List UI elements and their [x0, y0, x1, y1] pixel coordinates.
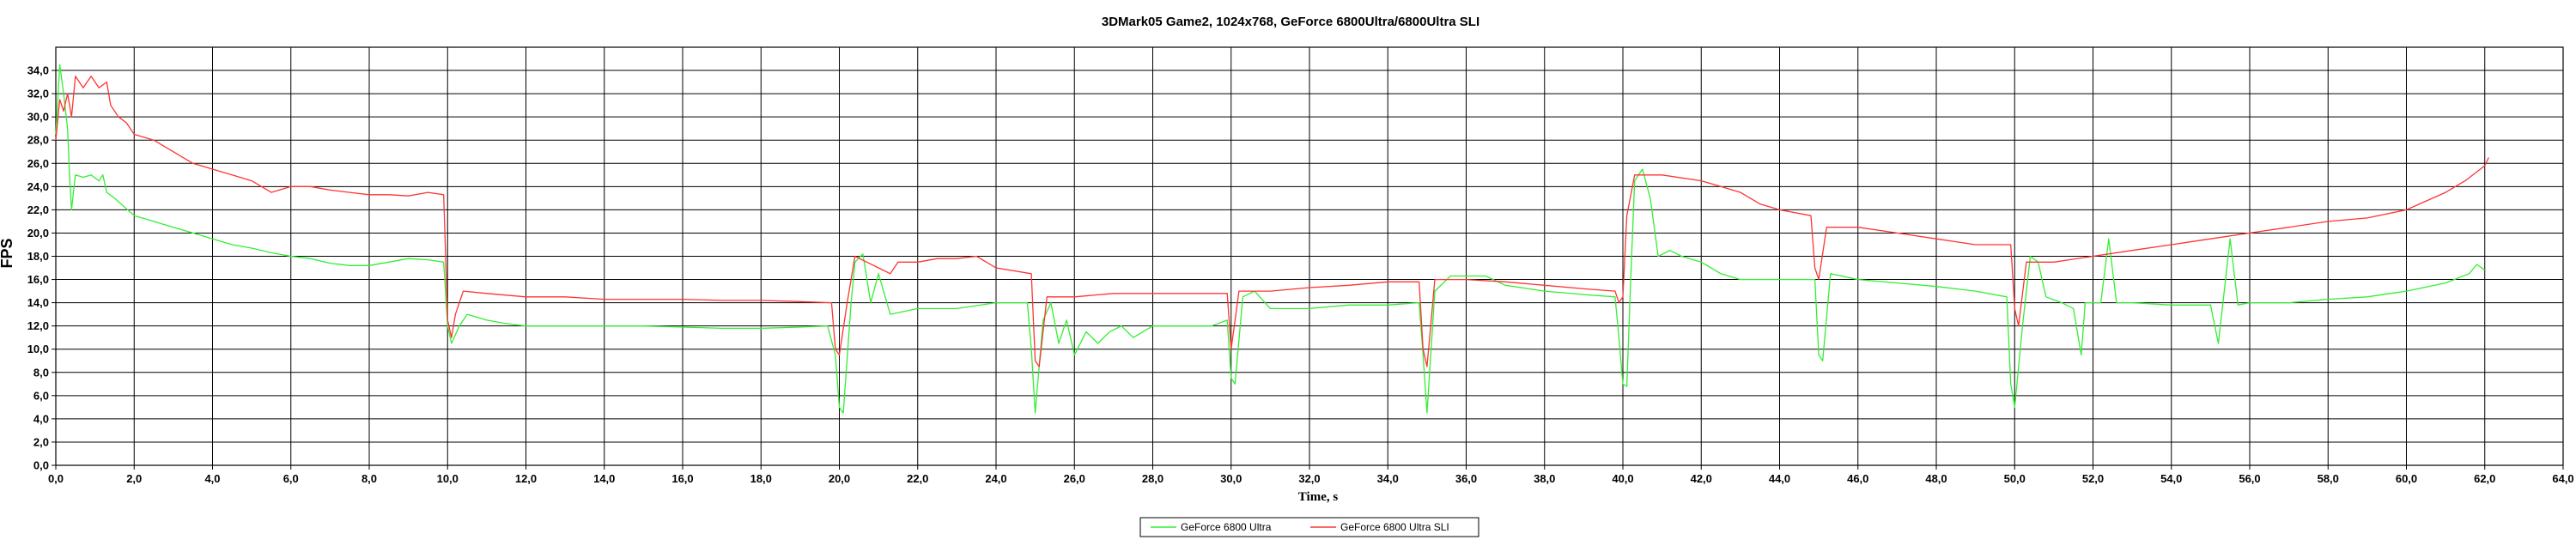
- y-tick-label: 26,0: [27, 157, 49, 170]
- x-tick-label: 38,0: [1534, 472, 1555, 485]
- legend-box: [1139, 517, 1479, 537]
- x-tick-label: 14,0: [593, 472, 615, 485]
- x-tick-label: 4,0: [204, 472, 220, 485]
- y-tick-label: 4,0: [33, 412, 49, 425]
- y-tick-label: 0,0: [33, 459, 49, 472]
- series-line-2: [55, 76, 2489, 367]
- y-tick-label: 6,0: [33, 389, 49, 402]
- y-tick-label: 24,0: [27, 180, 49, 193]
- x-tick-labels: 0,0 2,0 4,0 6,0 8,0 10,0 12,0 14,0 16,0 18,0 20,0 2…: [48, 472, 2574, 485]
- x-tick-label: 40,0: [1612, 472, 1633, 485]
- x-tick-label: 18,0: [750, 472, 772, 485]
- x-tick-label: 62,0: [2474, 472, 2495, 485]
- legend: GeForce 6800 Ultra GeForce 6800 Ultra SLI: [1139, 517, 1479, 537]
- x-tick-label: 54,0: [2160, 472, 2182, 485]
- x-tick-label: 52,0: [2082, 472, 2104, 485]
- x-tick-label: 12,0: [515, 472, 537, 485]
- legend-label-2: GeForce 6800 Ultra SLI: [1340, 521, 1449, 533]
- y-tick-label: 14,0: [27, 296, 49, 309]
- y-tick-label: 12,0: [27, 319, 49, 332]
- x-axis-label: Time, s: [1298, 490, 1339, 504]
- y-tick-label: 30,0: [27, 111, 49, 124]
- y-tick-label: 8,0: [33, 366, 49, 379]
- x-tick-label: 28,0: [1142, 472, 1163, 485]
- y-tick-label: 2,0: [33, 435, 49, 448]
- x-tick-label: 26,0: [1064, 472, 1085, 485]
- x-tick-label: 20,0: [829, 472, 850, 485]
- y-tick-label: 18,0: [27, 250, 49, 263]
- y-tick-label: 10,0: [27, 343, 49, 355]
- series-line-1: [55, 64, 2486, 414]
- x-tick-label: 34,0: [1377, 472, 1399, 485]
- x-tick-label: 32,0: [1298, 472, 1320, 485]
- x-tick-label: 6,0: [283, 472, 299, 485]
- x-tick-label: 2,0: [126, 472, 142, 485]
- x-tick-label: 50,0: [2004, 472, 2026, 485]
- legend-label-1: GeForce 6800 Ultra: [1181, 521, 1272, 533]
- x-tick-label: 36,0: [1455, 472, 1477, 485]
- x-tick-label: 30,0: [1220, 472, 1242, 485]
- y-tick-label: 32,0: [27, 88, 49, 100]
- series-layer: [55, 64, 2489, 414]
- x-tick-label: 44,0: [1769, 472, 1790, 485]
- x-tick-label: 48,0: [1925, 472, 1947, 485]
- x-tick-label: 10,0: [437, 472, 459, 485]
- y-tick-label: 34,0: [27, 64, 49, 77]
- grid-lines: [52, 47, 2564, 470]
- y-tick-label: 20,0: [27, 227, 49, 240]
- x-tick-label: 0,0: [48, 472, 64, 485]
- x-tick-label: 22,0: [907, 472, 928, 485]
- chart-title: 3DMark05 Game2, 1024x768, GeForce 6800Ul…: [1102, 15, 1479, 29]
- x-tick-label: 60,0: [2396, 472, 2417, 485]
- x-tick-label: 42,0: [1691, 472, 1712, 485]
- x-tick-label: 46,0: [1847, 472, 1868, 485]
- y-tick-label: 22,0: [27, 203, 49, 216]
- y-tick-label: 28,0: [27, 134, 49, 147]
- x-tick-label: 58,0: [2318, 472, 2339, 485]
- y-tick-labels: 0,0 2,0 4,0 6,0 8,0 10,0 12,0 14,0 16,0 18,0 20,0 2…: [27, 64, 49, 472]
- x-tick-label: 56,0: [2239, 472, 2260, 485]
- x-tick-label: 24,0: [985, 472, 1006, 485]
- y-tick-label: 16,0: [27, 273, 49, 286]
- x-tick-label: 64,0: [2552, 472, 2573, 485]
- x-tick-label: 8,0: [361, 472, 377, 485]
- y-axis-label: FPS: [0, 238, 15, 268]
- x-tick-label: 16,0: [671, 472, 693, 485]
